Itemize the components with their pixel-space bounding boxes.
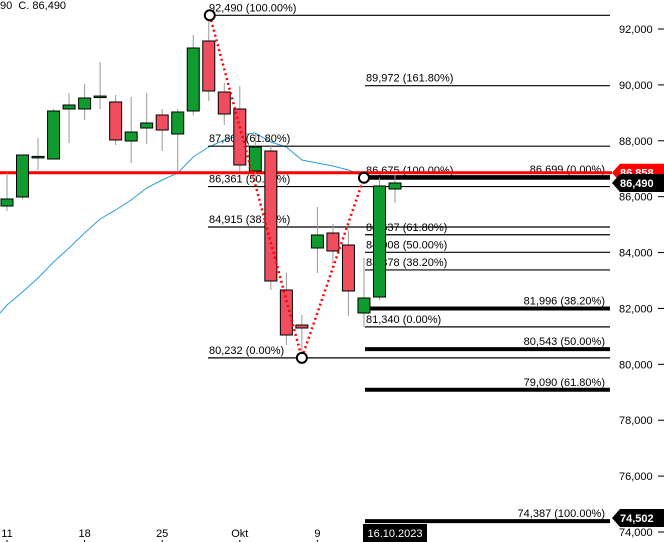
fib-level-label: 86,361 (50.00%) [209,174,290,186]
x-tick-label: 25 [156,528,168,540]
swing-point-marker [295,351,308,364]
x-tick-label: 9 [314,528,320,540]
x-tick-label: Okt [231,528,248,540]
fib-level-label: 81,996 (38.20%) [524,296,605,308]
fib-level-label: 86,699 (0.00%) [530,164,605,176]
candle-body [78,97,92,110]
candle-body [62,104,76,110]
price-tag-label: 74,502 [620,513,654,525]
y-tick-label: 86,000 [619,192,653,204]
fib-level-label: 89,972 (161.80%) [366,73,453,85]
swing-point-marker [203,9,216,22]
fib-level-label: 92,490 (100.00%) [209,2,296,14]
candle-body [202,40,216,92]
fib-level-label: 83,378 (38.20%) [366,257,447,269]
candle-body [186,47,200,112]
y-tick-label: 82,000 [619,303,653,315]
fib-level-label: 80,543 (50.00%) [524,336,605,348]
fib-level-label: 87,807 (61.80%) [209,133,290,145]
fib-level-label: 84,915 (38.20%) [209,214,290,226]
candle-body [372,185,386,298]
y-tick-label: 80,000 [619,359,653,371]
x-tick-label: 11 [1,528,12,540]
y-tick-label: 74,000 [619,527,653,539]
candle-body [31,155,45,159]
swing-point-marker [357,171,370,184]
candle-body [279,289,293,336]
candle-body [326,232,340,252]
candle-body [388,182,402,190]
candle-body [217,91,231,115]
y-tick-label: 76,000 [619,471,653,483]
candle-body [171,111,185,135]
candle-body [16,154,30,198]
fib-level-label: 86,675 (100.00%) [366,165,453,177]
swing-line [208,14,366,363]
candle-body [140,122,154,129]
price-tag-label: 86,490 [620,178,654,190]
y-tick-label: 84,000 [619,248,653,260]
current-date-label: 16.10.2023 [367,528,422,540]
candle-body [233,108,247,166]
ohlc-readout: 90 C. 86,490 [0,0,67,12]
candle-body [93,95,107,99]
moving-average-line [0,132,365,314]
candle-body [357,297,371,314]
y-tick-label: 92,000 [619,24,653,36]
candle-body [341,244,355,292]
candle-body [264,150,278,282]
candle-body [248,146,262,172]
x-tick-label: 18 [78,528,90,540]
y-tick-label: 88,000 [619,136,653,148]
candle-body [295,324,309,329]
fib-level-label: 79,090 (61.80%) [524,377,605,389]
current-date-tag [363,524,427,542]
fib-level-label: 81,340 (0.00%) [366,314,441,326]
fib-level-label: 80,232 (0.00%) [209,345,284,357]
price-tag [612,508,664,527]
price-tag [612,173,664,192]
candle-body [124,131,138,142]
fib-level-label: 84,008 (50.00%) [366,239,447,251]
candle-body [47,110,61,160]
fib-level-label: 84,637 (61.80%) [366,222,447,234]
y-tick-label: 90,000 [619,80,653,92]
candle-body [109,101,123,141]
y-tick-label: 78,000 [619,415,653,427]
fib-level-label: 74,387 (100.00%) [518,508,605,520]
candle-body [155,114,169,131]
candle-body [310,234,324,249]
candle-body [0,198,14,207]
